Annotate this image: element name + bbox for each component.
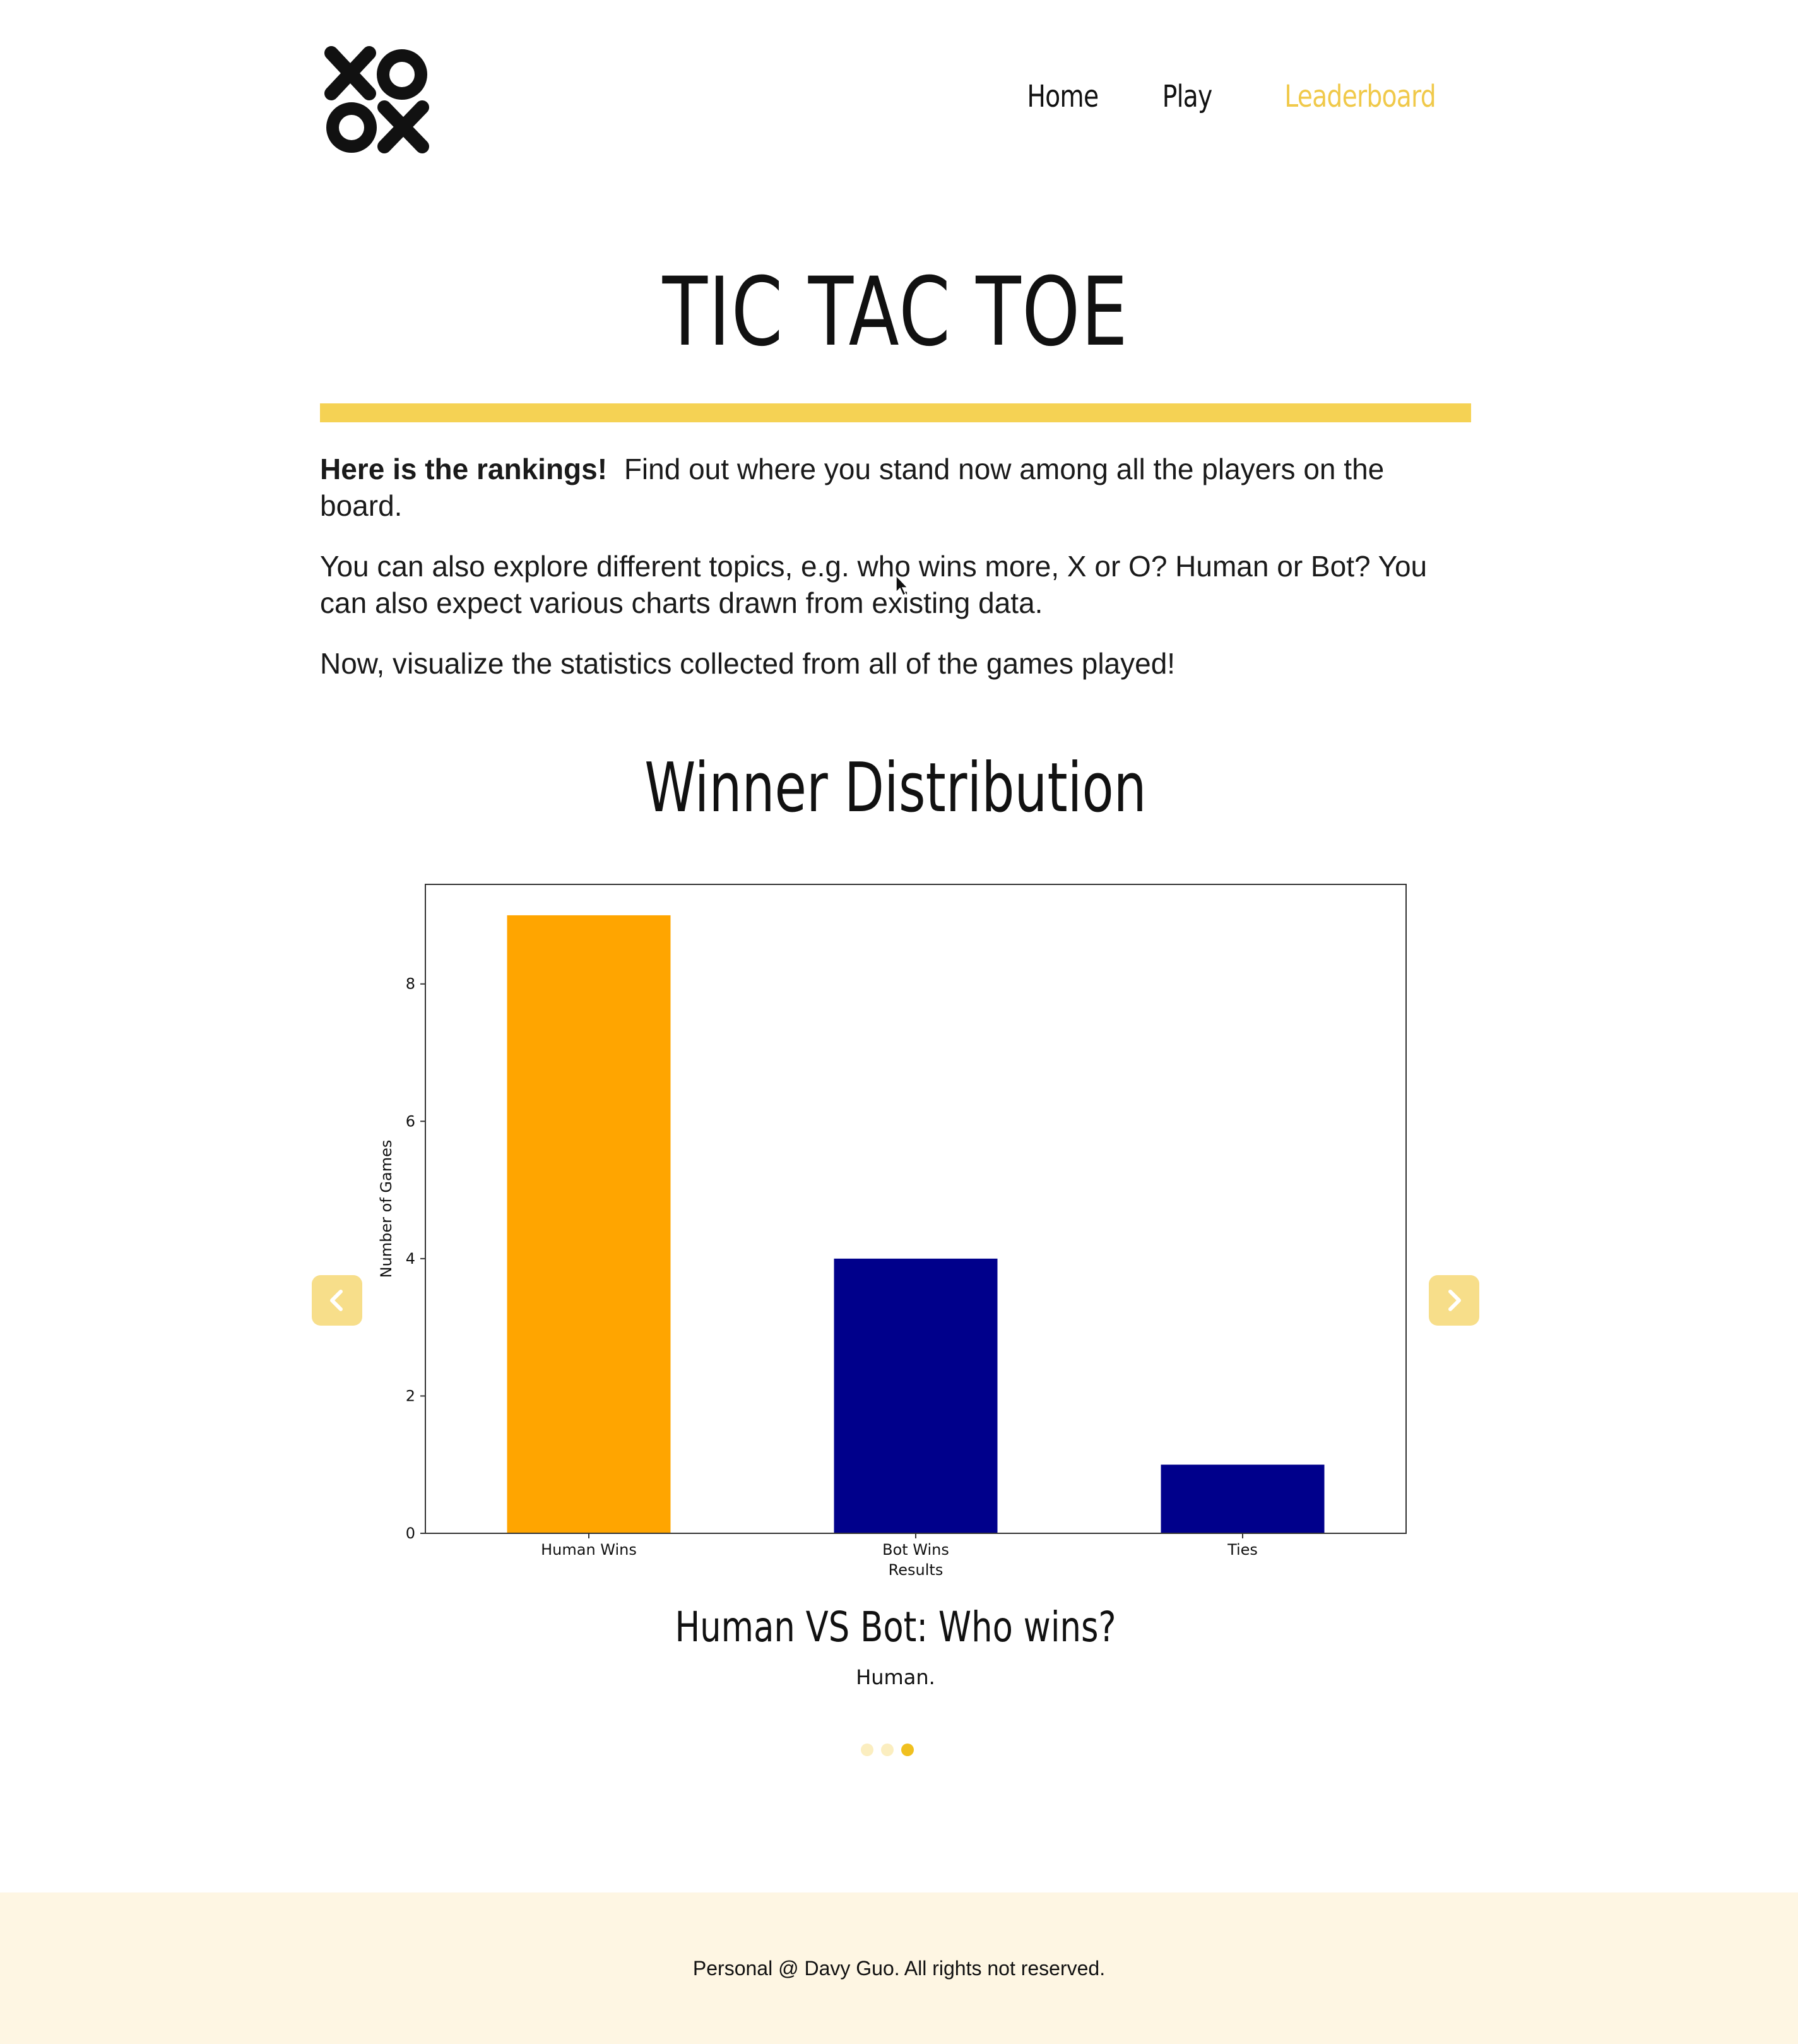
bar-ties — [1161, 1465, 1325, 1533]
page-title: TIC TAC TOE — [662, 258, 1129, 367]
section-title: Winner Distribution — [644, 749, 1147, 828]
chevron-left-icon — [330, 1290, 343, 1311]
carousel-next-button[interactable] — [1429, 1275, 1479, 1326]
navbar: Home Play Leaderboard — [320, 44, 1471, 158]
xo-logo-icon — [324, 46, 429, 153]
site-logo[interactable] — [320, 44, 434, 158]
carousel-indicator[interactable] — [901, 1744, 914, 1756]
intro-text: Here is the rankings! Find out where you… — [320, 451, 1471, 706]
y-tick-label: 4 — [406, 1250, 415, 1268]
carousel-indicator[interactable] — [861, 1744, 873, 1756]
x-axis-label: Results — [889, 1561, 943, 1578]
mouse-cursor-icon — [896, 574, 909, 597]
x-tick-label: Ties — [1227, 1541, 1258, 1559]
y-tick-label: 6 — [406, 1112, 415, 1130]
carousel-caption-title: Human VS Bot: Who wins? — [675, 1603, 1116, 1651]
winner-distribution-chart: 0 2 4 6 8 Human Wins Bot Wins Ties Number of G… — [366, 877, 1439, 1578]
plot-frame — [425, 884, 1407, 1534]
y-tick-label: 8 — [406, 975, 415, 993]
bar-bot-wins — [834, 1258, 998, 1533]
bar-human-wins — [507, 915, 671, 1533]
intro-paragraph-2: You can also explore different topics, e… — [320, 550, 1428, 619]
carousel-caption-text: Human. — [856, 1665, 935, 1689]
intro-rest: Find out where you stand now among all t… — [320, 453, 1385, 522]
title-divider — [320, 403, 1471, 422]
intro-paragraph-3: Now, visualize the statistics collected … — [320, 647, 1176, 680]
x-tick-label: Bot Wins — [882, 1541, 949, 1559]
intro-paragraph-1: Here is the rankings! Find out where you… — [320, 451, 1471, 524]
nav-links: Home Play Leaderboard — [1019, 79, 1452, 114]
nav-link-play[interactable]: Play — [1162, 79, 1212, 114]
carousel-prev-button[interactable] — [312, 1275, 362, 1326]
carousel-indicators — [861, 1744, 914, 1756]
intro-bold: Here is the rankings! — [320, 453, 608, 485]
chevron-right-icon — [1448, 1290, 1461, 1311]
carousel-indicator[interactable] — [881, 1744, 894, 1756]
y-axis-label: Number of Games — [377, 1140, 395, 1278]
chart-container: 0 2 4 6 8 Human Wins Bot Wins Ties Number of G… — [366, 877, 1439, 1578]
y-tick-label: 0 — [406, 1524, 415, 1542]
y-tick-label: 2 — [406, 1387, 415, 1405]
x-tick-label: Human Wins — [541, 1541, 637, 1559]
nav-link-leaderboard[interactable]: Leaderboard — [1284, 79, 1436, 114]
nav-link-home[interactable]: Home — [1027, 79, 1099, 114]
footer: Personal @ Davy Guo. All rights not rese… — [0, 1892, 1798, 2044]
footer-text: Personal @ Davy Guo. All rights not rese… — [692, 1957, 1106, 1980]
